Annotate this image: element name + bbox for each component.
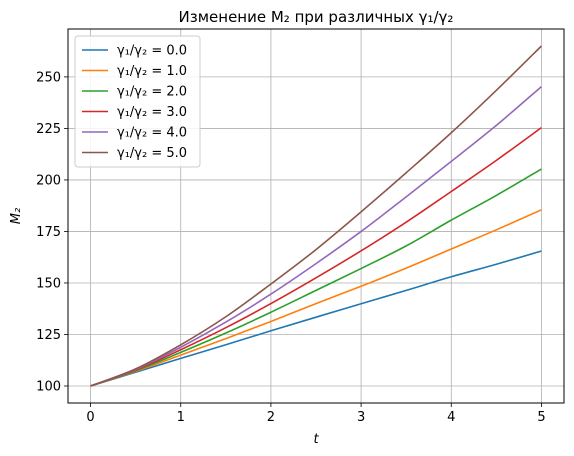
legend-label-1: γ₁/γ₂ = 1.0	[117, 64, 187, 79]
series-line-2	[90, 168, 542, 387]
y-tick-label: 250	[36, 70, 61, 85]
legend-label-0: γ₁/γ₂ = 0.0	[117, 44, 187, 59]
legend-label-5: γ₁/γ₂ = 5.0	[117, 146, 187, 161]
x-tick-label: 2	[267, 410, 275, 425]
x-axis-label: t	[313, 432, 319, 447]
grid	[68, 29, 564, 403]
y-tick-label: 225	[36, 122, 61, 137]
legend: γ₁/γ₂ = 0.0 γ₁/γ₂ = 1.0 γ₁/γ₂ = 2.0 γ₁/γ₂ =…	[74, 35, 201, 168]
y-tick-label: 100	[36, 380, 61, 395]
x-tick-label: 3	[357, 410, 365, 425]
series-line-5	[90, 45, 543, 387]
y-axis: 100 125 150 175 200 225 250	[36, 70, 68, 395]
chart-title: Изменение M₂ при различных γ₁/γ₂	[179, 8, 454, 26]
plot-frame	[67, 28, 565, 404]
series-line-4	[90, 85, 542, 387]
series-line-0	[90, 250, 542, 387]
legend-label-2: γ₁/γ₂ = 2.0	[117, 85, 187, 100]
x-tick-label: 1	[177, 410, 185, 425]
series-line-3	[90, 126, 542, 387]
y-tick-label: 150	[36, 276, 61, 291]
y-axis-label: M₂	[9, 208, 24, 224]
x-axis: 0 1 2 3 4 5	[86, 403, 546, 425]
y-tick-label: 200	[36, 173, 61, 188]
legend-box	[74, 35, 201, 168]
x-tick-label: 0	[86, 410, 94, 425]
x-tick-label: 5	[537, 410, 545, 425]
legend-label-3: γ₁/γ₂ = 3.0	[117, 105, 187, 120]
x-tick-label: 4	[447, 410, 455, 425]
y-tick-label: 125	[36, 328, 61, 343]
legend-label-4: γ₁/γ₂ = 4.0	[117, 126, 187, 141]
series-lines	[90, 45, 543, 387]
series-line-1	[90, 209, 542, 387]
y-tick-label: 175	[36, 225, 61, 240]
